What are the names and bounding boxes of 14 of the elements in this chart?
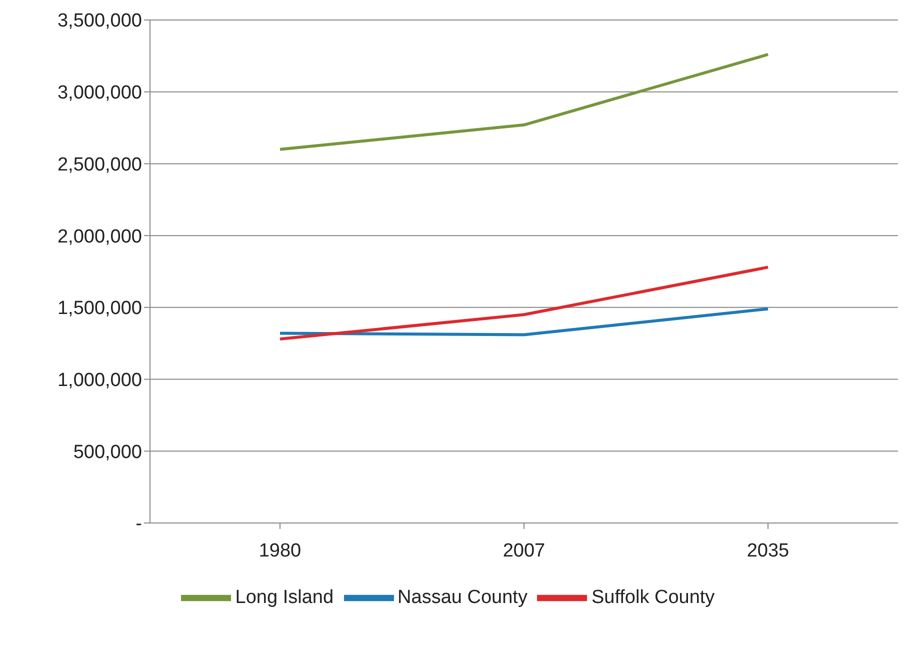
y-tick-label: 500,000	[73, 442, 142, 463]
y-tick-label: 2,500,000	[57, 154, 142, 176]
x-tick-label: 2007	[502, 540, 546, 562]
y-tick-label: 3,500,000	[57, 10, 142, 32]
y-tick-label: 1,000,000	[57, 370, 142, 392]
legend-label: Long Island	[235, 587, 334, 608]
y-tick-label: 1,500,000	[57, 298, 142, 320]
x-tick-label: 1980	[258, 540, 302, 562]
y-tick-label: -	[136, 514, 142, 535]
y-tick-label: 2,000,000	[57, 226, 142, 248]
x-tick-label: 2035	[746, 540, 790, 562]
legend-label: Nassau County	[398, 587, 528, 608]
legend-label: Suffolk County	[591, 587, 715, 608]
y-tick-label: 3,000,000	[57, 82, 142, 104]
